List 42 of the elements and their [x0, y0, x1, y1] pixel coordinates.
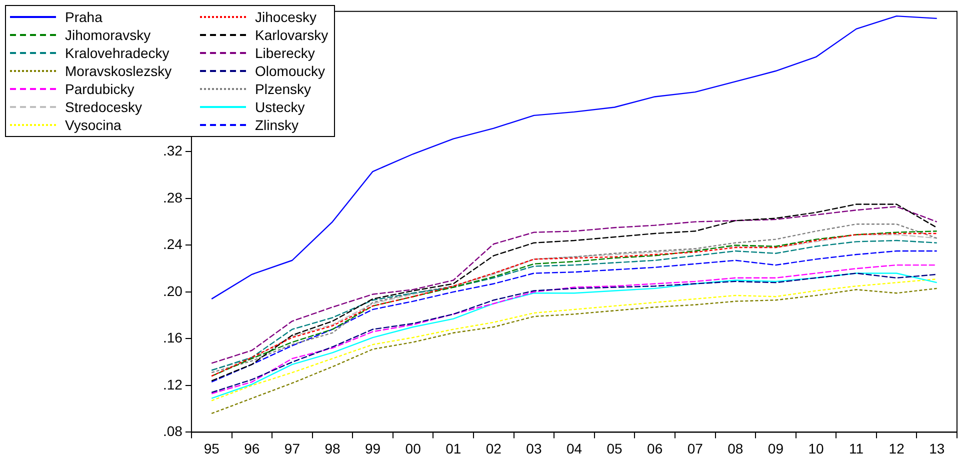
x-tick-label: 96 [244, 440, 260, 456]
x-tick-label: 02 [486, 440, 502, 456]
legend-label: Zlinsky [255, 116, 299, 134]
x-tick-label: 06 [647, 440, 663, 456]
x-tick-label: 08 [728, 440, 744, 456]
x-tick-label: 03 [526, 440, 542, 456]
x-tick-label: 05 [606, 440, 623, 456]
legend-label: Praha [65, 8, 102, 26]
x-tick-label: 10 [808, 440, 824, 456]
legend-label: Jihomoravsky [65, 26, 151, 44]
x-tick-label: 00 [405, 440, 422, 456]
legend-label: Liberecky [255, 44, 315, 62]
legend-label: Ustecky [255, 98, 305, 116]
y-tick-label: .28 [162, 189, 183, 206]
x-tick-label: 97 [284, 440, 300, 456]
legend-label: Pardubicky [65, 80, 134, 98]
y-tick-label: .12 [162, 376, 183, 392]
legend-label: Moravskoslezsky [65, 62, 172, 80]
x-tick-label: 98 [324, 440, 340, 456]
x-tick-label: 11 [849, 440, 864, 456]
legend-label: Stredocesky [65, 98, 142, 116]
y-tick-label: .20 [162, 282, 183, 299]
y-tick-label: .08 [162, 423, 183, 440]
legend-label: Karlovarsky [255, 26, 328, 44]
x-tick-label: 04 [566, 440, 582, 456]
x-tick-label: 13 [929, 440, 945, 456]
x-tick-label: 95 [204, 440, 220, 456]
x-tick-label: 07 [687, 440, 704, 456]
y-tick-label: .24 [162, 236, 183, 252]
x-tick-label: 99 [364, 440, 381, 456]
legend-label: Olomoucky [255, 62, 326, 80]
y-tick-label: .16 [162, 330, 183, 346]
line-series [211, 250, 938, 383]
line-series [211, 288, 938, 414]
x-tick-label: 01 [446, 440, 462, 456]
legend-label: Vysocina [65, 116, 122, 134]
legend-label: Plzensky [255, 80, 312, 98]
legend-label: Kralovehradecky [65, 44, 170, 62]
legend-label: Jihocesky [255, 8, 316, 26]
x-tick-label: 09 [768, 440, 784, 456]
y-tick-label: .32 [162, 142, 183, 159]
x-tick-label: 12 [888, 440, 905, 456]
